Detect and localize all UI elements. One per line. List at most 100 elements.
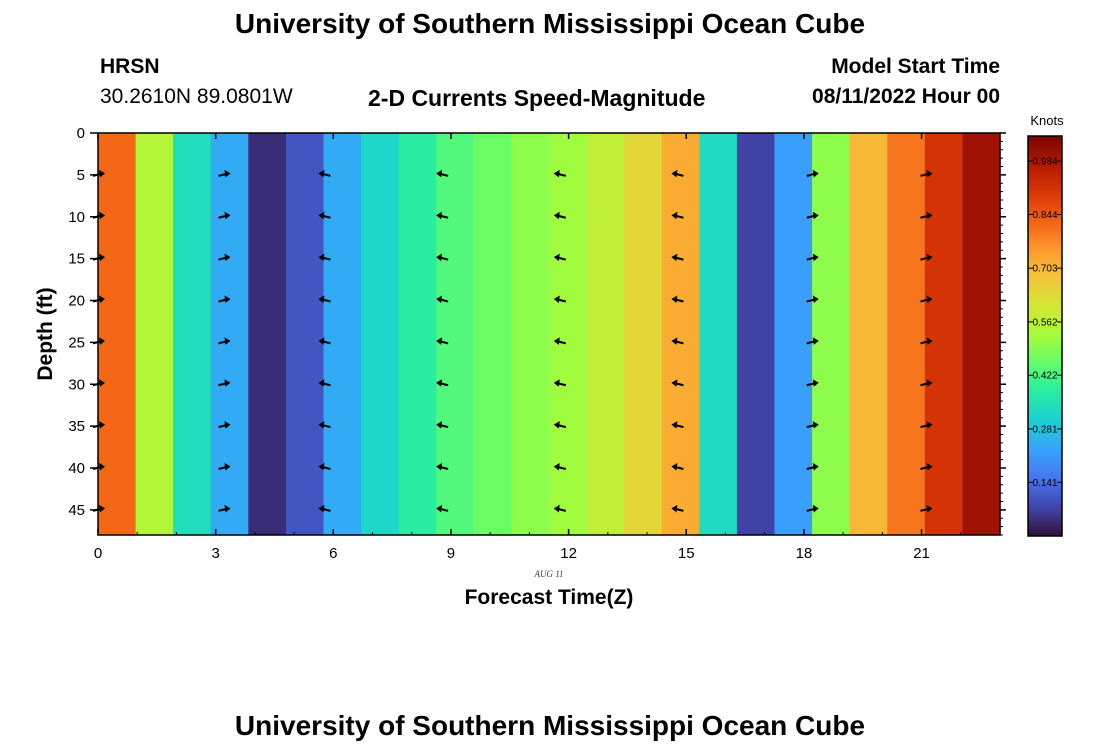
page-title: University of Southern Mississippi Ocean… (234, 8, 866, 39)
current-arrow (920, 211, 933, 220)
y-tick-label: 5 (77, 167, 85, 184)
current-arrow (920, 421, 933, 429)
current-arrow (806, 463, 819, 471)
heatmap-column (549, 133, 588, 535)
heatmap-column (173, 133, 212, 535)
current-arrow (806, 421, 819, 429)
station-id: HRSN (100, 55, 160, 78)
current-arrow (436, 337, 449, 345)
current-arrow (806, 379, 819, 387)
station-coordinates: 30.2610N 89.0801W (100, 85, 293, 108)
heatmap-column (285, 133, 325, 535)
heatmap-column (736, 133, 776, 535)
colorbar-tick-label: 0.703 (1032, 264, 1057, 275)
current-arrow (318, 211, 331, 220)
y-tick-label: 40 (68, 460, 85, 477)
current-arrow (436, 295, 449, 303)
x-axis-label: Forecast Time(Z) (465, 586, 634, 609)
current-arrow (553, 211, 567, 220)
colorbar-tick-label: 0.141 (1032, 478, 1057, 489)
current-arrow (671, 463, 684, 471)
current-arrow (218, 379, 231, 387)
current-arrow (920, 169, 933, 178)
current-arrow (318, 504, 331, 513)
x-tick-label: 15 (678, 545, 695, 562)
x-tick-label: 0 (94, 545, 102, 562)
current-arrow (553, 295, 567, 303)
current-arrow (318, 169, 331, 178)
y-tick-label: 45 (68, 502, 85, 519)
y-tick-label: 35 (68, 418, 85, 435)
x-tick-label: 12 (560, 545, 577, 562)
heatmap-column (436, 133, 475, 535)
current-arrow (318, 379, 331, 387)
speed-heatmap-chart: 0 3 6 9 12 15 18 21 0 5 10 15 20 25 30 35 40 45 Forecast … (34, 113, 1064, 609)
current-arrow (218, 211, 231, 220)
current-arrow (318, 463, 331, 471)
x-tick-label: 9 (447, 545, 455, 562)
heatmap-column (624, 133, 663, 535)
current-arrow (806, 295, 819, 303)
current-arrow (436, 379, 449, 387)
current-arrow (553, 463, 567, 471)
current-arrow (553, 253, 567, 262)
footer-title: University of Southern Mississippi Ocean… (234, 710, 866, 741)
colorbar-tick-label: 0.844 (1032, 210, 1057, 221)
model-start-label: Model Start Time (831, 55, 1000, 78)
heatmap-column (248, 133, 287, 535)
heatmap-column (849, 133, 888, 535)
current-arrow (218, 253, 231, 262)
current-arrow (806, 169, 819, 178)
current-arrow (218, 463, 231, 471)
heatmap-column (398, 133, 437, 535)
current-arrow (318, 337, 331, 345)
heatmap-column (511, 133, 550, 535)
current-arrow (436, 463, 449, 471)
colorbar-label: Knots (1030, 113, 1064, 128)
heatmap-column (699, 133, 738, 535)
plot-title: 2-D Currents Speed-Magnitude (368, 85, 706, 111)
current-arrow (806, 253, 819, 262)
current-arrow (671, 421, 684, 429)
heatmap-column (323, 133, 362, 535)
heatmap-column (361, 133, 400, 535)
x-tick-label: 18 (796, 545, 813, 562)
y-tick-label: 30 (68, 376, 85, 393)
axis-ticks: 0 3 6 9 12 15 18 21 0 5 10 15 20 25 30 35 40 45 (68, 125, 1006, 562)
colorbar-gradient (1027, 135, 1063, 537)
current-arrow (218, 295, 231, 303)
x-tick-label: 3 (211, 545, 219, 562)
current-arrow (553, 379, 567, 387)
current-arrow (671, 337, 684, 345)
current-arrow (671, 379, 684, 387)
current-arrow (806, 504, 819, 513)
heatmap-column (887, 133, 926, 535)
current-arrow (671, 253, 684, 262)
current-arrow (671, 211, 684, 220)
current-arrow (920, 337, 933, 345)
current-arrow (436, 211, 449, 220)
y-tick-label: 20 (68, 293, 85, 310)
current-arrow (806, 211, 819, 220)
current-arrow (436, 169, 449, 178)
y-tick-label: 10 (68, 209, 85, 226)
colorbar-tick-label: 0.281 (1032, 424, 1057, 435)
current-arrow (553, 169, 567, 178)
current-arrow (553, 337, 567, 345)
current-arrow (553, 504, 567, 513)
current-arrow (318, 421, 331, 429)
current-arrow (218, 504, 231, 513)
current-arrow (671, 169, 684, 178)
current-arrow (436, 421, 449, 429)
current-arrow (806, 337, 819, 345)
x-tick-label: 21 (913, 545, 930, 562)
heatmap-column (473, 133, 513, 535)
current-arrow (318, 253, 331, 262)
colorbar-tick-label: 0.422 (1032, 371, 1057, 382)
heatmap-column (661, 133, 700, 535)
current-arrow (920, 504, 933, 513)
current-arrow (218, 421, 231, 429)
heatmap-column (774, 133, 813, 535)
current-arrow (671, 504, 684, 513)
current-arrow (436, 504, 449, 513)
